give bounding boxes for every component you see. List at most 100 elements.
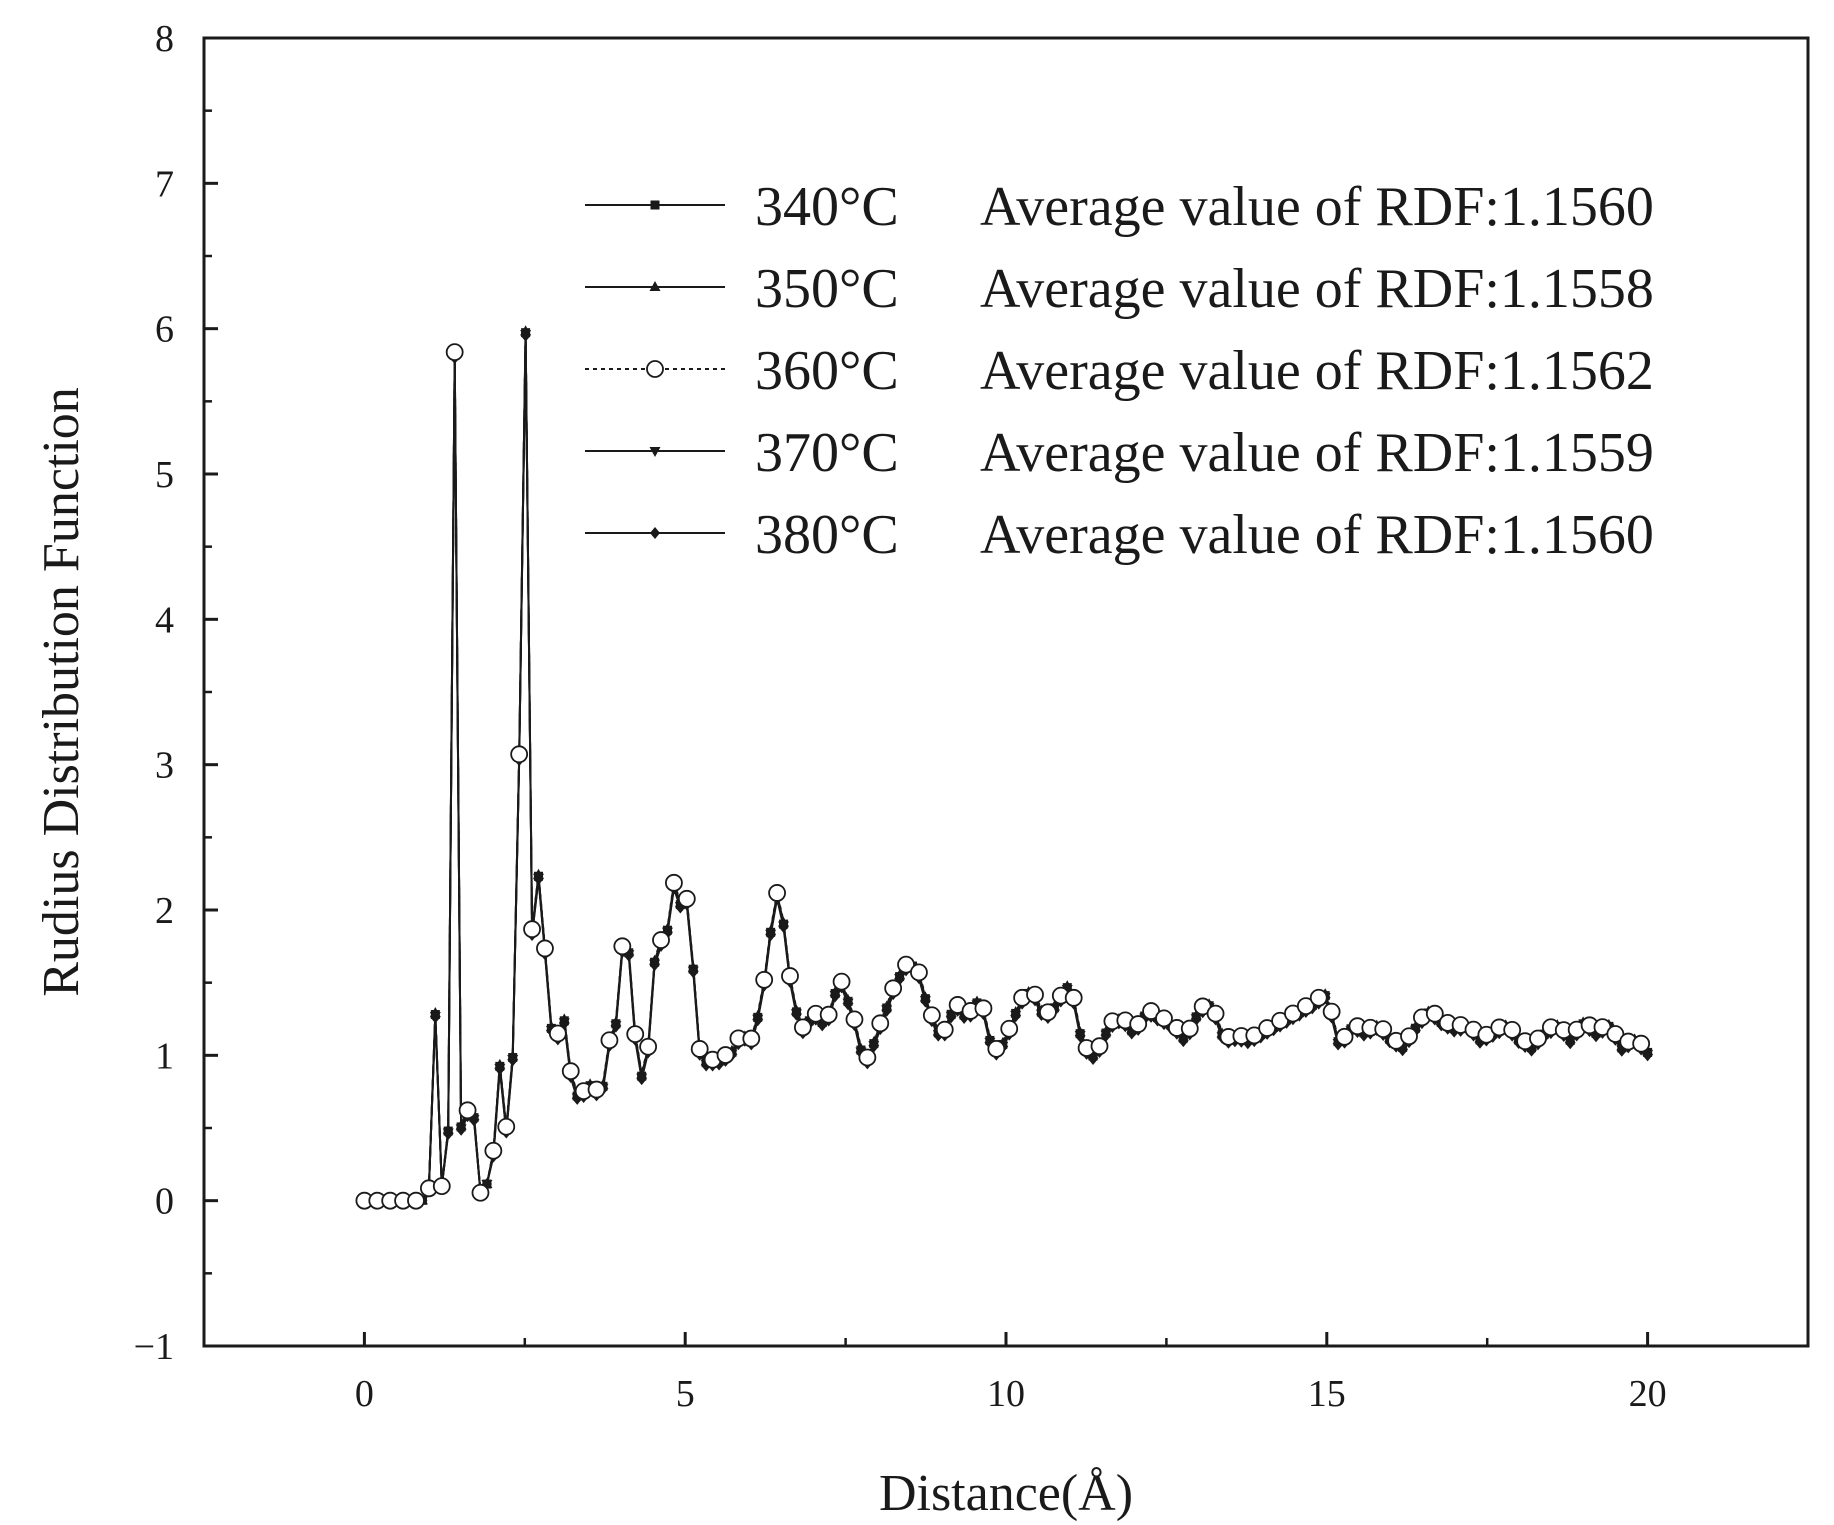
data-point-marker: [677, 889, 696, 908]
data-point-marker: [1296, 997, 1315, 1016]
data-point-marker: [688, 966, 699, 979]
data-point-marker: [650, 200, 660, 210]
data-point-marker: [1039, 1003, 1057, 1022]
data-point-marker: [458, 1101, 477, 1120]
data-point-marker: [1180, 1019, 1199, 1038]
y-tick-label: 0: [155, 1181, 174, 1223]
data-point-marker: [1374, 1020, 1393, 1039]
x-tick-label: 15: [1308, 1373, 1346, 1415]
data-point-marker: [646, 360, 664, 378]
data-point-marker: [778, 921, 789, 934]
data-point-marker: [1206, 1004, 1225, 1023]
legend-series-label: Average value of RDF:1.1559: [980, 422, 1654, 484]
data-point-marker: [407, 1191, 425, 1210]
y-tick-label: 6: [155, 309, 174, 351]
legend-item: 340°C Average value of RDF:1.1560: [585, 176, 1654, 238]
x-axis-title: Distance(Å): [879, 1465, 1133, 1522]
data-point-marker: [690, 1040, 709, 1058]
series-360°C: [355, 329, 1651, 1210]
data-point-marker: [755, 970, 774, 989]
y-axis: −1 0 1 2 3 4 5 6 7 8: [134, 18, 218, 1368]
data-point-marker: [1606, 1025, 1625, 1043]
data-point-marker: [636, 1073, 647, 1086]
data-point-marker: [935, 1020, 954, 1039]
data-point-marker: [830, 990, 841, 1003]
data-point-marker: [497, 1117, 516, 1136]
data-point-marker: [1565, 1037, 1576, 1050]
legend-item: 350°C Average value of RDF:1.1558: [585, 258, 1654, 320]
data-point-marker: [1090, 1037, 1109, 1056]
data-point-marker: [910, 963, 928, 982]
y-tick-label: 8: [155, 18, 174, 60]
y-axis-title: Rudius Distribution Function: [33, 387, 90, 997]
x-tick-label: 5: [676, 1373, 695, 1415]
data-point-marker: [610, 1020, 621, 1033]
legend-series-label: Average value of RDF:1.1562: [980, 340, 1654, 402]
data-point-marker: [742, 1029, 761, 1048]
data-point-marker: [1309, 988, 1328, 1007]
legend: 340°C Average value of RDF:1.1560 350°C Ave…: [585, 176, 1654, 566]
data-point-marker: [1425, 1004, 1444, 1023]
data-point-marker: [665, 873, 683, 892]
data-point-marker: [884, 979, 903, 998]
data-point-marker: [445, 343, 464, 362]
data-point-marker: [650, 527, 660, 539]
data-point-marker: [845, 1010, 864, 1029]
data-point-marker: [781, 967, 799, 985]
legend-series-label: Average value of RDF:1.1560: [980, 504, 1654, 566]
data-point-marker: [987, 1039, 1006, 1058]
data-point-marker: [1064, 988, 1083, 1007]
data-point-marker: [1010, 1010, 1021, 1023]
y-tick-label: 3: [155, 745, 174, 787]
data-point-marker: [819, 1005, 838, 1024]
data-point-marker: [626, 1025, 645, 1043]
data-point-marker: [1400, 1027, 1418, 1046]
legend-series-label: Average value of RDF:1.1560: [980, 176, 1654, 238]
data-point-marker: [1642, 1049, 1653, 1062]
data-point-marker: [1155, 1009, 1173, 1028]
data-point-marker: [613, 937, 632, 956]
data-point-marker: [471, 1183, 490, 1202]
data-point-marker: [858, 1048, 877, 1067]
x-tick-label: 20: [1629, 1373, 1667, 1415]
data-point-marker: [456, 1123, 467, 1136]
data-point-marker: [1322, 1002, 1341, 1021]
legend-series-name: 340°C: [755, 176, 899, 238]
data-point-marker: [1026, 985, 1044, 1004]
legend-series-name: 370°C: [755, 422, 899, 484]
y-tick-label: 5: [155, 454, 174, 496]
legend-item: 380°C Average value of RDF:1.1560: [585, 504, 1654, 566]
legend-item: 370°C Average value of RDF:1.1559: [585, 422, 1654, 484]
data-point-marker: [1335, 1027, 1354, 1046]
legend-series-name: 380°C: [755, 504, 899, 566]
data-point-marker: [897, 955, 915, 974]
plot-area: [355, 325, 1654, 1210]
data-point-marker: [652, 931, 670, 949]
data-point-marker: [1632, 1034, 1651, 1053]
data-point-marker: [561, 1062, 580, 1081]
y-tick-label: 2: [155, 890, 174, 932]
data-point-marker: [868, 1040, 879, 1053]
legend-series-label: Average value of RDF:1.1558: [980, 258, 1654, 320]
data-point-marker: [523, 920, 541, 939]
data-point-marker: [649, 281, 661, 291]
y-tick-label: 4: [155, 599, 174, 641]
data-point-marker: [716, 1046, 735, 1064]
x-axis: 0 5 10 15 20: [355, 1332, 1667, 1415]
data-point-marker: [974, 999, 993, 1018]
data-point-marker: [649, 447, 661, 457]
data-point-marker: [1129, 1015, 1148, 1033]
legend-series-name: 360°C: [755, 340, 899, 402]
data-point-marker: [536, 939, 554, 958]
x-tick-label: 10: [987, 1373, 1025, 1415]
legend-item: 360°C Average value of RDF:1.1562: [585, 340, 1654, 402]
data-point-marker: [548, 1024, 567, 1043]
y-tick-label: 1: [155, 1035, 174, 1077]
data-point-marker: [922, 1006, 941, 1025]
legend-series-name: 350°C: [755, 258, 899, 320]
data-point-marker: [871, 1014, 890, 1033]
data-point-marker: [600, 1031, 619, 1050]
data-point-marker: [793, 1018, 812, 1037]
data-point-marker: [1178, 1035, 1189, 1048]
